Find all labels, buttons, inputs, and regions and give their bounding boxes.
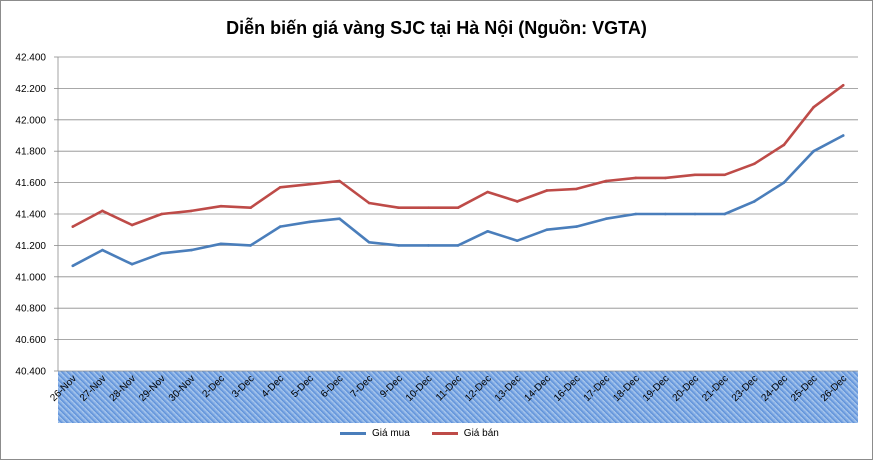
series-1-point — [486, 190, 489, 194]
y-tick-label: 40.600 — [15, 335, 46, 346]
series-1-point — [841, 83, 845, 87]
series-1-point — [456, 206, 460, 210]
series-1-point — [693, 173, 697, 177]
series-1-point — [249, 206, 252, 210]
series-1-point — [782, 143, 786, 147]
y-tick-label: 41.800 — [15, 147, 46, 158]
series-0-point — [545, 228, 549, 231]
series-0-point — [101, 248, 104, 252]
y-tick-label: 41.000 — [15, 272, 46, 283]
series-0-point — [308, 220, 312, 224]
series-1-point — [190, 209, 193, 213]
series-0-point — [160, 251, 164, 255]
series-0-point — [723, 212, 726, 216]
series-1-point — [664, 176, 667, 180]
y-tick-label: 40.400 — [15, 367, 46, 378]
series-0-point — [486, 229, 489, 233]
series-0-point — [367, 240, 371, 244]
series-0-point — [812, 149, 815, 153]
series-0-point — [664, 212, 667, 216]
legend: Giá mua Giá bán — [340, 428, 499, 439]
series-0-point — [782, 181, 786, 184]
y-tick-label: 41.600 — [15, 178, 46, 189]
legend-item-gia-ban: Giá bán — [431, 428, 499, 439]
y-tick-label: 42.200 — [15, 84, 46, 95]
series-1-point — [160, 212, 164, 216]
series-0-point — [575, 225, 578, 228]
series-0-point — [693, 212, 697, 216]
series-1-point — [575, 187, 578, 191]
x-axis-band — [58, 371, 858, 423]
series-0-point — [456, 244, 460, 247]
series-1-point — [278, 186, 282, 189]
series-0-point — [278, 225, 282, 228]
series-1-point — [367, 201, 371, 205]
y-tick-label: 42.000 — [15, 115, 46, 126]
series-0-point — [604, 217, 608, 221]
series-1-point — [812, 105, 815, 109]
series-0-point — [841, 134, 845, 137]
series-0-point — [515, 239, 519, 242]
series-1-point — [634, 176, 638, 180]
series-1-point — [427, 206, 430, 210]
series-1-point — [130, 223, 134, 227]
legend-swatch-gia-mua — [340, 432, 366, 435]
x-axis-band-fill — [58, 371, 858, 423]
y-tick-label: 41.400 — [15, 210, 46, 221]
series-1-point — [219, 204, 223, 208]
series-0-point — [71, 264, 75, 268]
chart-title: Diễn biến giá vàng SJC tại Hà Nội (Nguồn… — [226, 18, 647, 38]
series-0-point — [397, 244, 401, 247]
series-1-point — [338, 179, 341, 183]
y-tick-label: 40.800 — [15, 304, 46, 315]
series-0-point — [130, 262, 134, 266]
series-layer — [71, 83, 845, 268]
legend-label-gia-mua: Giá mua — [372, 428, 410, 439]
series-1-point — [752, 162, 756, 166]
series-0-point — [427, 244, 430, 247]
y-axis-ticks: 42.400 42.200 42.000 41.800 41.600 41.400 41.2… — [15, 53, 58, 378]
legend-item-gia-mua: Giá mua — [340, 428, 410, 439]
y-tick-label: 41.200 — [15, 241, 46, 252]
legend-swatch-gia-ban — [431, 432, 458, 435]
series-1-point — [397, 206, 401, 210]
series-1-point — [604, 179, 608, 183]
series-0-point — [752, 200, 756, 203]
legend-label-gia-ban: Giá bán — [463, 428, 499, 439]
gridlines — [57, 56, 858, 372]
series-1-point — [71, 225, 75, 228]
series-1-point — [308, 182, 312, 186]
y-tick-label: 42.400 — [15, 53, 46, 64]
series-1-point — [545, 189, 549, 192]
series-0-point — [219, 242, 223, 246]
series-1-point — [723, 173, 726, 177]
series-0-point — [634, 212, 638, 216]
series-0-point — [190, 248, 193, 252]
series-1-point — [101, 209, 104, 213]
series-line-1 — [71, 84, 845, 228]
series-0-point — [249, 244, 252, 247]
series-0-point — [338, 217, 341, 221]
series-1-point — [515, 200, 519, 203]
